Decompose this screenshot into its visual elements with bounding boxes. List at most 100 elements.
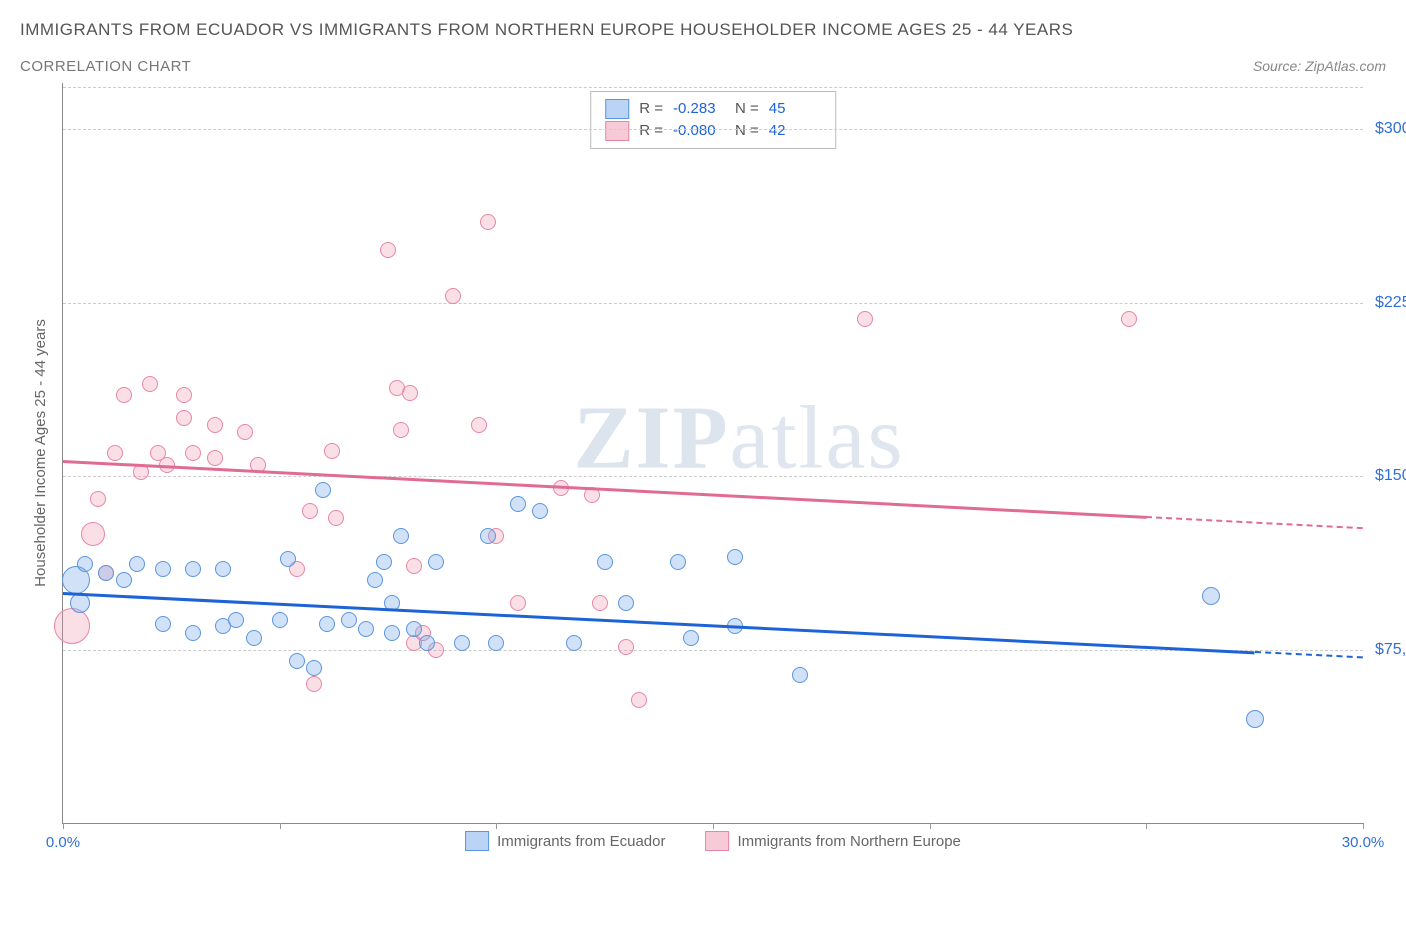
data-point-pink <box>406 558 422 574</box>
data-point-pink <box>471 417 487 433</box>
trendline-blue <box>1255 651 1363 658</box>
gridline-h <box>63 650 1363 651</box>
data-point-blue <box>185 625 201 641</box>
data-point-blue <box>480 528 496 544</box>
correlation-chart: IMMIGRANTS FROM ECUADOR VS IMMIGRANTS FR… <box>20 20 1386 910</box>
n-value-pink: 42 <box>769 120 821 142</box>
data-point-pink <box>302 503 318 519</box>
watermark-bold: ZIP <box>574 389 730 488</box>
source-name: ZipAtlas.com <box>1305 58 1386 74</box>
x-tick-label: 0.0% <box>46 834 80 851</box>
data-point-blue <box>406 621 422 637</box>
data-point-blue <box>185 561 201 577</box>
legend-stats-box: R = -0.283 N = 45 R = -0.080 N = 42 <box>590 91 836 149</box>
subtitle-row: CORRELATION CHART Source: ZipAtlas.com <box>20 58 1386 75</box>
chart-subtitle: CORRELATION CHART <box>20 58 191 75</box>
data-point-blue <box>428 554 444 570</box>
data-point-blue <box>618 595 634 611</box>
data-point-blue <box>454 635 470 651</box>
y-tick-label: $225,000 <box>1365 294 1406 312</box>
data-point-pink <box>237 424 253 440</box>
data-point-blue <box>77 556 93 572</box>
chart-title: IMMIGRANTS FROM ECUADOR VS IMMIGRANTS FR… <box>20 20 1386 40</box>
data-point-pink <box>480 214 496 230</box>
data-point-blue <box>306 660 322 676</box>
r-label: R = <box>639 98 663 120</box>
data-point-blue <box>376 554 392 570</box>
trendline-pink <box>1146 516 1363 529</box>
data-point-pink <box>142 376 158 392</box>
data-point-blue <box>566 635 582 651</box>
gridline-h <box>63 303 1363 304</box>
data-point-blue <box>384 625 400 641</box>
data-point-blue <box>116 572 132 588</box>
data-point-blue <box>488 635 504 651</box>
data-point-blue <box>393 528 409 544</box>
plot-area: ZIPatlas R = -0.283 N = 45 R = -0.080 N … <box>62 83 1363 824</box>
data-point-blue <box>532 503 548 519</box>
data-point-blue <box>272 612 288 628</box>
watermark-light: atlas <box>730 389 905 488</box>
data-point-blue <box>129 556 145 572</box>
data-point-pink <box>380 242 396 258</box>
data-point-pink <box>306 676 322 692</box>
x-tick <box>496 823 497 829</box>
source-label: Source: <box>1253 58 1305 74</box>
data-point-pink <box>857 311 873 327</box>
data-point-blue <box>358 621 374 637</box>
data-point-blue <box>419 635 435 651</box>
r-value-pink: -0.080 <box>673 120 725 142</box>
data-point-pink <box>107 445 123 461</box>
data-point-pink <box>1121 311 1137 327</box>
x-tick <box>930 823 931 829</box>
n-value-blue: 45 <box>769 98 821 120</box>
plot-wrap: Householder Income Ages 25 - 44 years ZI… <box>20 83 1380 853</box>
y-axis-label: Householder Income Ages 25 - 44 years <box>32 319 49 587</box>
data-point-blue <box>670 554 686 570</box>
y-tick-label: $300,000 <box>1365 120 1406 138</box>
data-point-blue <box>280 551 296 567</box>
x-tick <box>713 823 714 829</box>
legend-item-pink: Immigrants from Northern Europe <box>705 831 960 851</box>
data-point-blue <box>792 667 808 683</box>
data-point-blue <box>228 612 244 628</box>
data-point-blue <box>341 612 357 628</box>
data-point-blue <box>683 630 699 646</box>
gridline-h <box>63 476 1363 477</box>
swatch-pink <box>605 121 629 141</box>
data-point-blue <box>1246 710 1264 728</box>
gridline-h <box>63 87 1363 88</box>
data-point-pink <box>176 410 192 426</box>
n-label: N = <box>735 98 759 120</box>
y-tick-label: $75,000 <box>1365 641 1406 659</box>
data-point-pink <box>176 387 192 403</box>
swatch-blue <box>605 99 629 119</box>
x-tick <box>280 823 281 829</box>
data-point-pink <box>618 639 634 655</box>
legend-label-pink: Immigrants from Northern Europe <box>737 833 960 850</box>
r-label: R = <box>639 120 663 142</box>
data-point-pink <box>592 595 608 611</box>
data-point-pink <box>54 608 90 644</box>
source-attribution: Source: ZipAtlas.com <box>1253 58 1386 74</box>
data-point-pink <box>510 595 526 611</box>
data-point-pink <box>631 692 647 708</box>
data-point-blue <box>155 616 171 632</box>
data-point-pink <box>324 443 340 459</box>
data-point-blue <box>155 561 171 577</box>
data-point-pink <box>445 288 461 304</box>
data-point-blue <box>70 593 90 613</box>
series-legend: Immigrants from Ecuador Immigrants from … <box>465 831 961 851</box>
x-tick <box>1363 823 1364 829</box>
legend-label-blue: Immigrants from Ecuador <box>497 833 665 850</box>
data-point-blue <box>727 549 743 565</box>
data-point-blue <box>289 653 305 669</box>
data-point-pink <box>402 385 418 401</box>
swatch-pink <box>705 831 729 851</box>
data-point-blue <box>1202 587 1220 605</box>
watermark: ZIPatlas <box>574 387 905 490</box>
data-point-pink <box>116 387 132 403</box>
data-point-blue <box>315 482 331 498</box>
data-point-pink <box>90 491 106 507</box>
data-point-blue <box>215 561 231 577</box>
